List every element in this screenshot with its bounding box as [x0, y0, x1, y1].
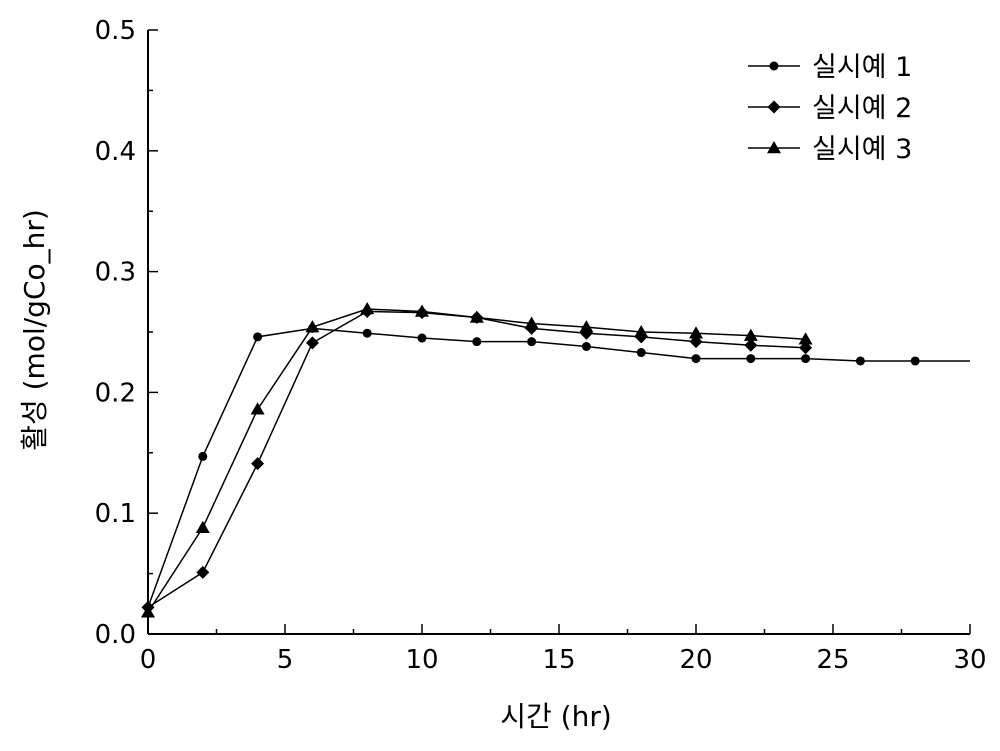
data-point-diamond: [251, 457, 264, 470]
data-point-triangle: [360, 302, 374, 314]
data-point-circle: [363, 329, 372, 338]
y-tick-label: 0.4: [95, 137, 136, 167]
series-line: [148, 328, 970, 607]
x-tick-label: 25: [816, 645, 849, 675]
data-point-circle: [801, 354, 810, 363]
legend-marker-diamond: [768, 101, 781, 114]
x-axis-ticks: 0 5 10 15 20 25 30: [140, 624, 987, 675]
data-point-triangle: [196, 521, 210, 533]
x-tick-label: 5: [277, 645, 294, 675]
legend-marker-triangle: [767, 141, 781, 153]
series-group: [141, 302, 970, 617]
x-tick-label: 0: [140, 645, 157, 675]
data-point-circle: [472, 337, 481, 346]
data-point-circle: [527, 337, 536, 346]
y-tick-label: 0.3: [95, 258, 136, 288]
data-point-circle: [746, 354, 755, 363]
y-tick-label: 0.0: [95, 620, 136, 650]
data-point-circle: [253, 332, 262, 341]
data-point-circle: [911, 356, 920, 365]
y-tick-label: 0.2: [95, 378, 136, 408]
data-point-circle: [582, 342, 591, 351]
series-2: [142, 305, 813, 614]
x-tick-label: 15: [542, 645, 575, 675]
legend-item-2: 실시예 2: [748, 93, 912, 124]
y-tick-label: 0.1: [95, 499, 136, 529]
series-3: [141, 302, 813, 617]
data-point-triangle: [251, 402, 265, 414]
y-axis-label: 활성 (mol/gCo_hr): [18, 209, 51, 451]
legend: 실시예 1 실시예 2 실시예 3: [748, 52, 912, 165]
data-point-triangle: [689, 326, 703, 338]
x-tick-label: 10: [405, 645, 438, 675]
legend-label: 실시예 3: [812, 134, 912, 165]
legend-item-3: 실시예 3: [748, 134, 912, 165]
data-point-circle: [637, 348, 646, 357]
series-line: [148, 309, 806, 612]
series-1: [144, 324, 971, 612]
legend-label: 실시예 1: [812, 52, 912, 83]
data-point-diamond: [196, 566, 209, 579]
legend-item-1: 실시예 1: [748, 52, 912, 83]
data-point-circle: [198, 452, 207, 461]
x-axis-label: 시간 (hr): [500, 700, 612, 733]
data-point-circle: [856, 356, 865, 365]
x-tick-label: 20: [679, 645, 712, 675]
series-line: [148, 311, 806, 607]
legend-marker-circle: [770, 62, 779, 71]
x-tick-label: 30: [953, 645, 986, 675]
y-tick-label: 0.5: [95, 16, 136, 46]
data-point-circle: [418, 334, 427, 343]
data-point-circle: [692, 354, 701, 363]
data-point-diamond: [306, 336, 319, 349]
legend-label: 실시예 2: [812, 93, 912, 124]
